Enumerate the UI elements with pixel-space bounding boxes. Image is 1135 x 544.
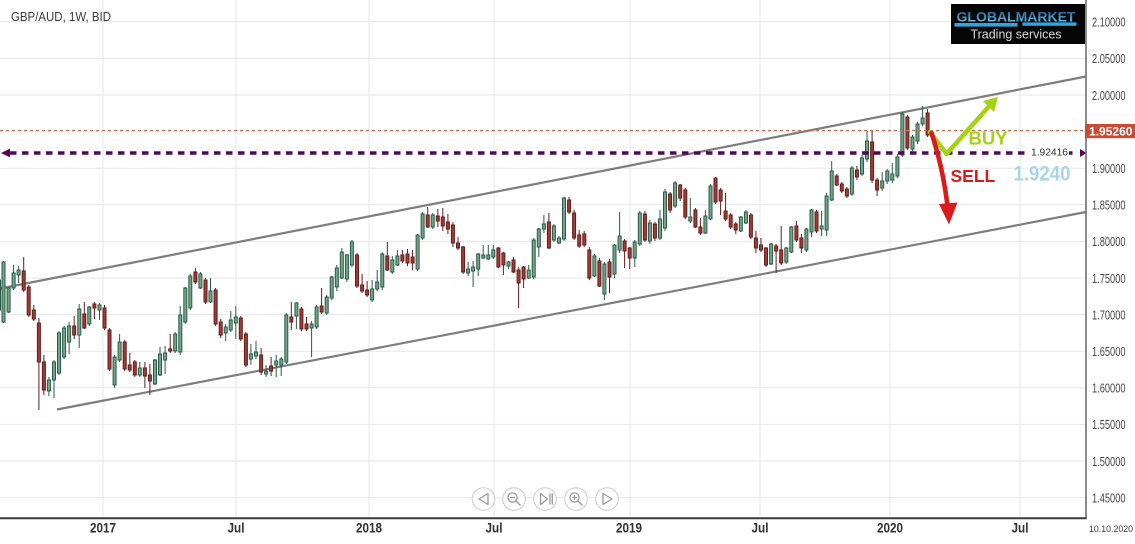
svg-text:2017: 2017 (90, 521, 116, 536)
svg-text:1.95260: 1.95260 (1089, 124, 1133, 138)
svg-text:1.55000: 1.55000 (1092, 417, 1126, 432)
svg-text:1.45000: 1.45000 (1092, 490, 1126, 505)
svg-text:1.9240: 1.9240 (1014, 162, 1071, 185)
svg-text:1.50000: 1.50000 (1092, 454, 1126, 469)
svg-text:1.92416: 1.92416 (1031, 146, 1068, 158)
svg-text:Jul: Jul (1012, 521, 1029, 536)
svg-text:SELL: SELL (951, 166, 996, 186)
svg-text:2.05000: 2.05000 (1092, 51, 1126, 66)
svg-text:Trading services: Trading services (971, 26, 1062, 41)
svg-text:1.85000: 1.85000 (1092, 198, 1126, 213)
svg-text:1.65000: 1.65000 (1092, 344, 1126, 359)
svg-text:2.10000: 2.10000 (1092, 15, 1126, 30)
svg-text:GLOBALMARKET: GLOBALMARKET (957, 10, 1077, 25)
svg-text:BUY: BUY (969, 128, 1009, 149)
svg-text:1.80000: 1.80000 (1092, 234, 1126, 249)
svg-text:2.00000: 2.00000 (1092, 88, 1126, 103)
svg-text:10.10.2020: 10.10.2020 (1089, 524, 1133, 534)
svg-text:1.60000: 1.60000 (1092, 381, 1126, 396)
svg-text:2019: 2019 (616, 521, 642, 536)
svg-text:Jul: Jul (486, 521, 503, 536)
svg-text:2020: 2020 (877, 521, 903, 536)
svg-text:1.90000: 1.90000 (1092, 161, 1126, 176)
svg-text:1.75000: 1.75000 (1092, 271, 1126, 286)
svg-text:2018: 2018 (356, 521, 382, 536)
svg-text:Jul: Jul (228, 521, 245, 536)
svg-text:Jul: Jul (752, 521, 769, 536)
svg-text:1.70000: 1.70000 (1092, 307, 1126, 322)
svg-text:GBP/AUD, 1W, BID: GBP/AUD, 1W, BID (11, 9, 111, 24)
